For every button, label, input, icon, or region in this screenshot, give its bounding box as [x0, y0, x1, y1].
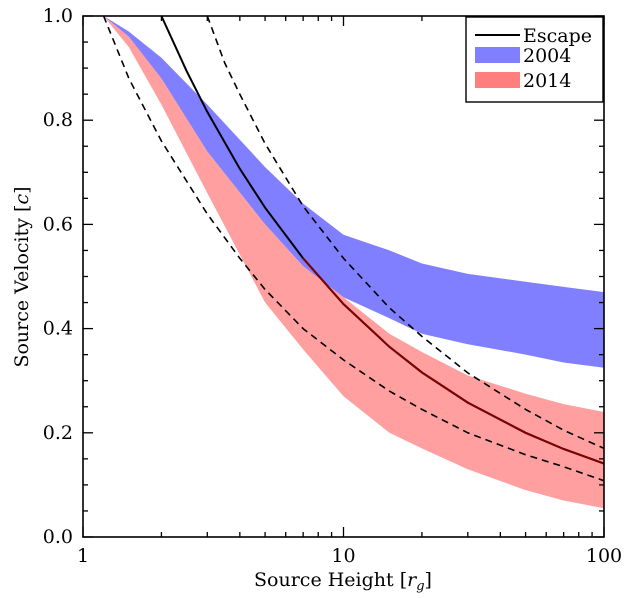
legend-2004-swatch [475, 47, 520, 63]
legend-2014-label: 2014 [523, 70, 571, 92]
x-tick-label: 10 [331, 545, 355, 567]
legend-escape-label: Escape [523, 25, 592, 47]
legend: Escape 2004 2014 [465, 16, 604, 103]
y-tick-label: 0.4 [43, 318, 73, 340]
y-tick-label: 0.6 [43, 213, 73, 235]
x-tick-label: 1 [77, 545, 89, 567]
band-2014 [103, 16, 604, 509]
legend-2014-swatch [475, 72, 520, 88]
y-tick-label: 1.0 [43, 5, 73, 27]
escape-curve-overlap [302, 257, 604, 465]
y-tick-label: 0.8 [43, 109, 73, 131]
dashed-curve-2 [206, 16, 604, 450]
ticks-layer: 1 10 100 0.0 0.2 0.4 0.6 0.8 1.0 [43, 5, 622, 567]
bands-layer [103, 16, 604, 509]
legend-2004-label: 2004 [523, 45, 571, 67]
dashed-curve-1 [102, 16, 604, 482]
x-tick-label: 100 [586, 545, 622, 567]
y-tick-label: 0.2 [43, 422, 73, 444]
band-2004 [103, 16, 604, 368]
y-axis-label: Source Velocity [c] [11, 186, 33, 367]
curves-layer [102, 16, 604, 482]
y-tick-label: 0.0 [43, 526, 73, 548]
x-axis-label: Source Height [rg] [254, 569, 432, 594]
